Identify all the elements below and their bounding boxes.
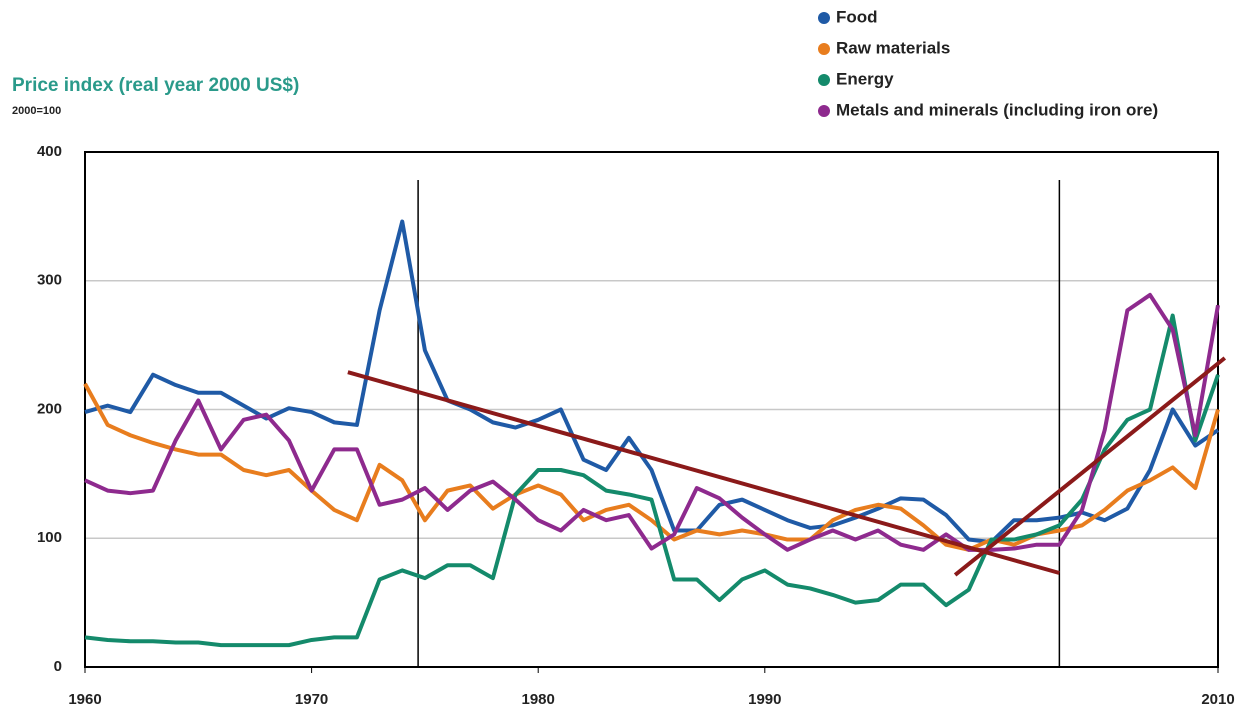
x-tick-label: 1980 [522,691,555,708]
y-tick-label: 400 [37,143,62,160]
legend-marker [818,12,830,24]
legend-marker [818,74,830,86]
legend-label: Energy [836,69,894,88]
legend-label: Raw materials [836,38,950,57]
legend-marker [818,43,830,55]
x-tick-label: 1990 [748,691,781,708]
trend-line [953,356,1227,577]
x-tick-label: 1960 [68,691,101,708]
y-tick-label: 200 [37,400,62,417]
y-axis-note: 2000=100 [12,105,61,117]
legend-marker [818,105,830,117]
x-tick-label: 2010 [1201,691,1234,708]
x-tick-label: 1970 [295,691,328,708]
y-tick-label: 100 [37,529,62,546]
series-line [84,219,1220,545]
series-line [84,313,1220,648]
legend-label: Metals and minerals (including iron ore) [836,100,1158,119]
y-axis-label: Price index (real year 2000 US$) [12,75,299,96]
series-line [84,292,1220,552]
y-tick-label: 300 [37,272,62,289]
trend-line [347,370,1060,575]
legend-label: Food [836,7,878,26]
y-tick-label: 0 [54,658,62,675]
